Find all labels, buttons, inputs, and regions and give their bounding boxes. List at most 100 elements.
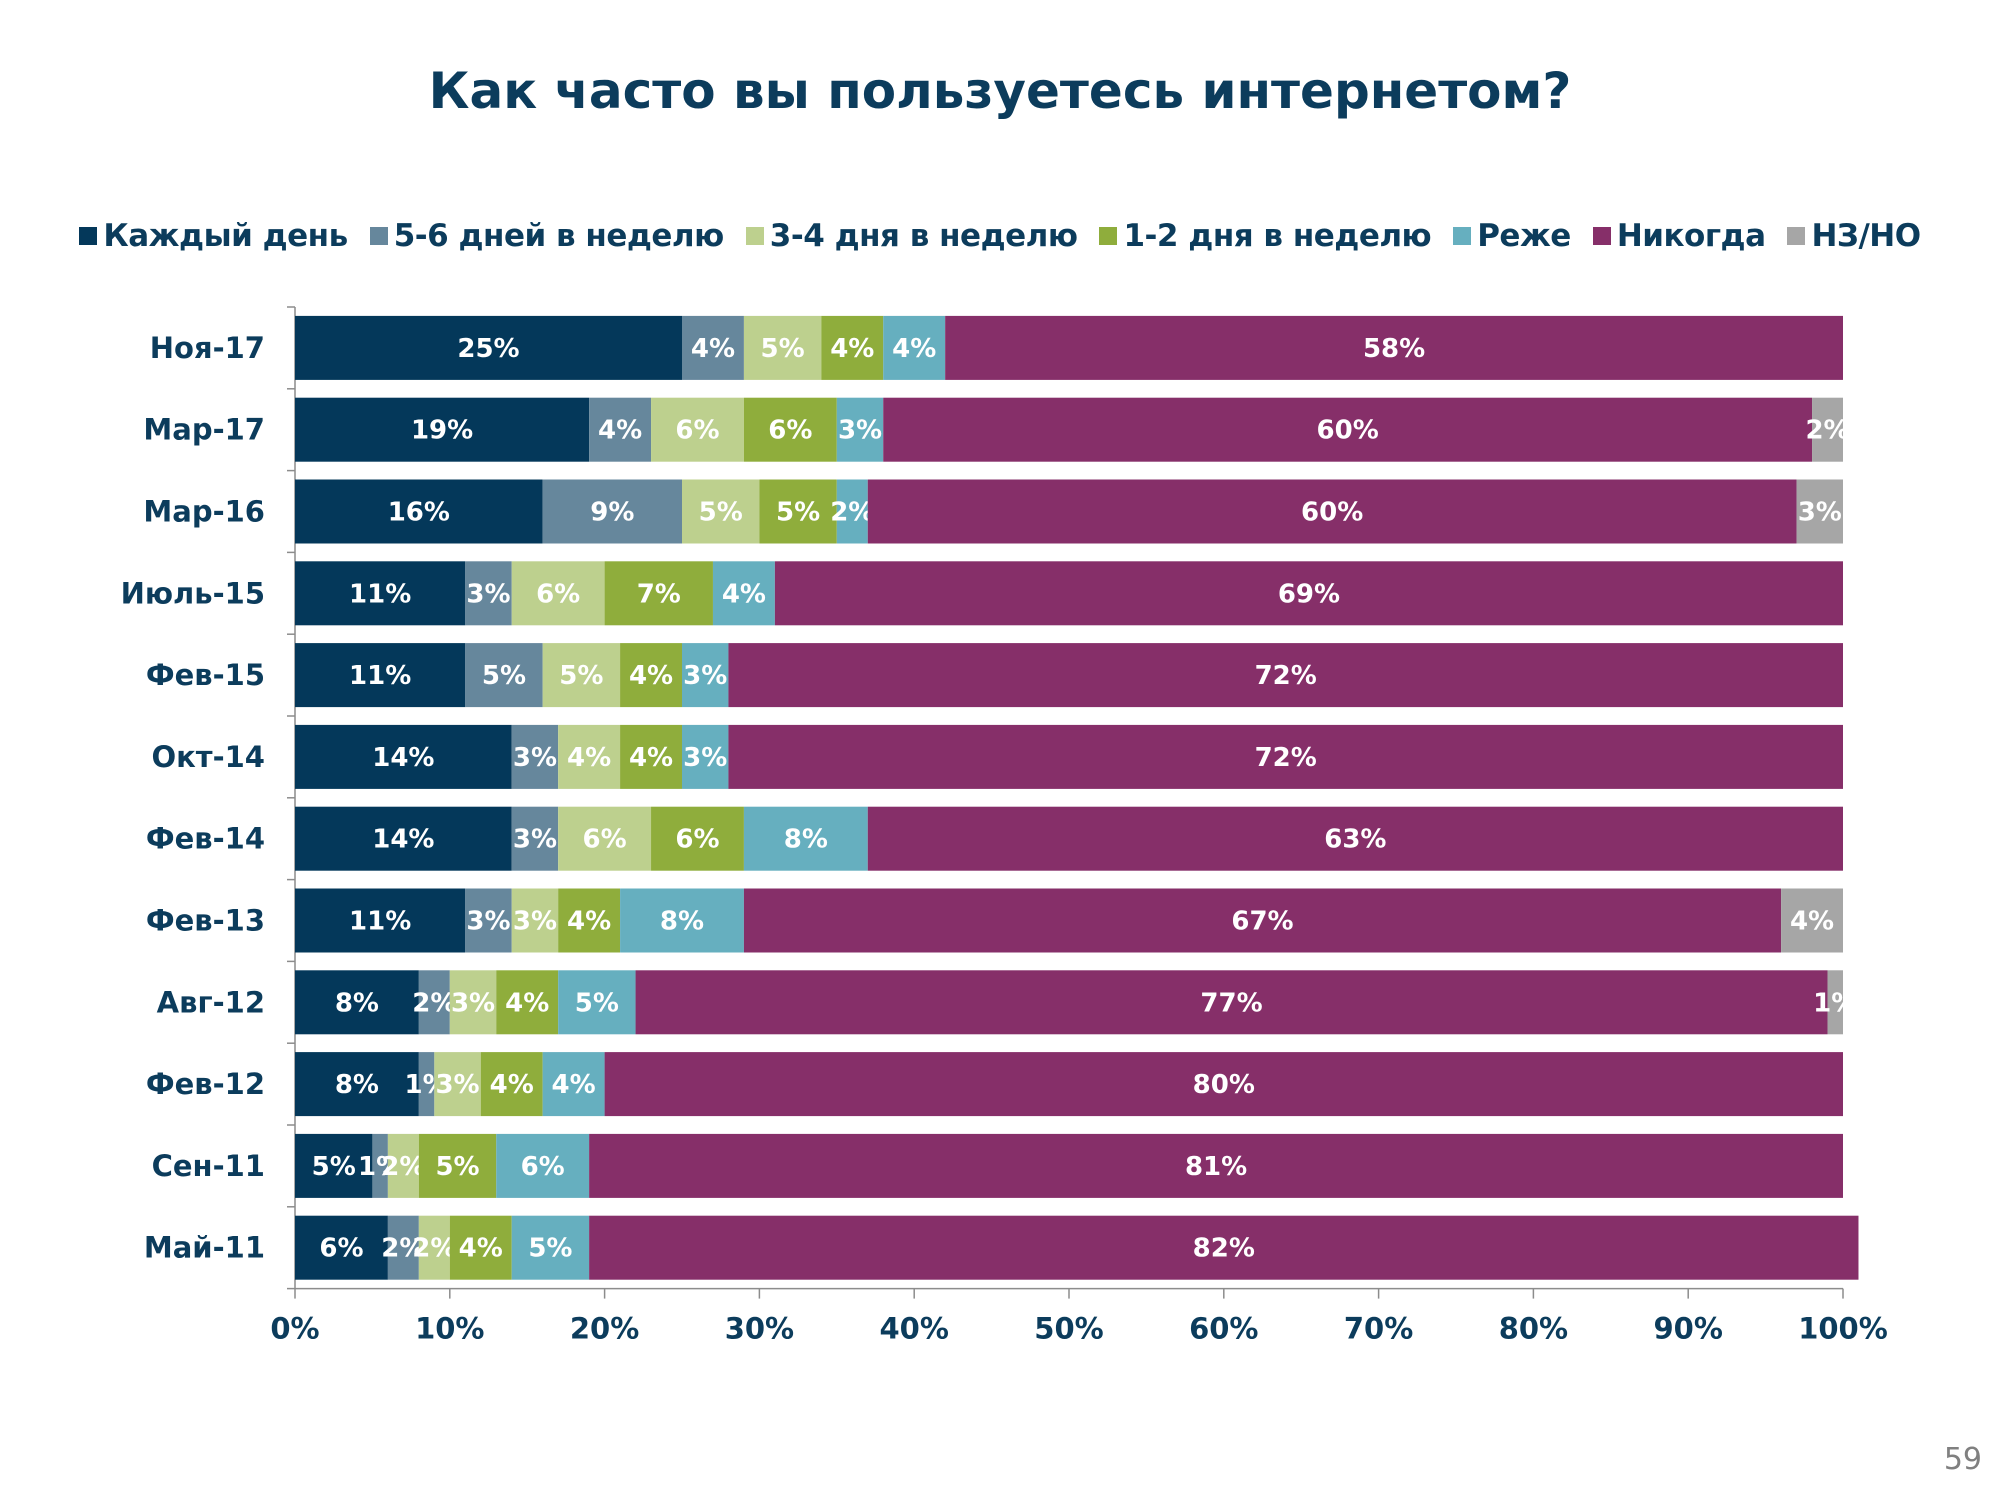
bar-segment [759,479,837,544]
category-label: Мар-17 [143,413,265,447]
data-label: 5% [482,661,526,691]
data-label: 4% [830,334,874,364]
data-label: 2% [381,1234,425,1264]
legend-swatch [79,227,98,245]
bar-segment [558,724,621,789]
bar-segment [465,888,512,953]
data-label: 67% [1231,907,1293,937]
bar-segment [418,1052,435,1117]
data-label: 77% [1200,988,1262,1018]
bar-segment [635,970,1828,1035]
legend-swatch [1787,227,1806,245]
bar-segment [682,724,729,789]
data-label: 2% [381,1152,425,1182]
data-label: 4% [722,579,766,609]
bar-segment [682,643,729,708]
bar-segment [295,561,466,626]
bar-segment [465,643,543,708]
data-label: 3% [838,416,882,446]
bar-segment [295,1133,373,1198]
bar-segment [295,643,466,708]
legend-swatch [369,227,388,245]
legend-item-rarely: Реже [1453,218,1571,254]
x-tick-label: 20% [570,1312,639,1346]
data-label: 6% [768,416,812,446]
category-label: Май-11 [144,1231,265,1265]
bar-segment [295,315,682,380]
bar-segment [511,724,559,789]
data-label: 11% [349,579,411,609]
data-label: 3% [435,1070,479,1100]
bar-segment [743,397,837,462]
x-tick-label: 10% [415,1312,484,1346]
data-label: 11% [349,907,411,937]
data-label: 16% [388,498,450,528]
bar-segment [295,888,466,953]
bar-segment [558,888,621,953]
legend-label: 3-4 дня в неделю [769,218,1078,254]
data-label: 5% [575,988,619,1018]
bar-segment [620,888,744,953]
data-label: 72% [1255,661,1317,691]
data-label: 11% [349,661,411,691]
bar-segment [589,397,652,462]
bar-segment [945,315,1843,380]
data-label: 4% [892,334,936,364]
bar-segment [496,970,559,1035]
data-label: 4% [490,1070,534,1100]
data-label: 4% [505,988,549,1018]
legend: Каждый день 5-6 дней в неделю 3-4 дня в … [0,218,2000,254]
bar-segment [728,643,1844,708]
bar-segment [743,888,1782,953]
bar-segment [511,1215,590,1280]
data-label: 5% [699,498,743,528]
data-label: 5% [559,661,603,691]
bar-segment [295,397,590,462]
legend-item-5-6-days: 5-6 дней в неделю [369,218,724,254]
data-label: 3% [513,743,557,773]
bar-segment [511,806,559,871]
bar-segment [480,1052,543,1117]
data-label: 80% [1193,1070,1255,1100]
bar-segment [295,479,543,544]
bar-segment [418,1133,497,1198]
category-label: Фев-14 [146,822,265,856]
bar-segment [867,479,1797,544]
bar-segment [496,1133,590,1198]
data-label: 5% [761,334,805,364]
data-label: 14% [372,743,434,773]
data-label: 8% [335,1070,379,1100]
bar-segment [743,315,822,380]
data-label: 3% [466,907,510,937]
data-label: 4% [459,1234,503,1264]
bar-segment [883,315,946,380]
data-label: 5% [776,498,820,528]
bar-segment [449,1215,512,1280]
bar-segment [511,888,559,953]
bar-segment [295,724,512,789]
bar-segment [434,1052,481,1117]
data-label: 60% [1301,498,1363,528]
legend-label: НЗ/НО [1811,218,1921,254]
category-label: Мар-16 [143,495,265,529]
bar-segment [728,724,1844,789]
bar-segment [651,397,744,462]
data-label: 2% [1805,416,1849,446]
category-label: Фев-12 [146,1067,265,1101]
data-label: 3% [1798,498,1842,528]
data-label: 4% [691,334,735,364]
bar-segment [883,397,1813,462]
data-label: 9% [590,498,634,528]
data-label: 14% [372,825,434,855]
x-tick-label: 60% [1189,1312,1258,1346]
legend-swatch [745,227,764,245]
bar-segment [774,561,1843,626]
data-label: 6% [521,1152,565,1182]
data-label: 2% [412,988,456,1018]
legend-swatch [1099,227,1118,245]
bar-segment [372,1133,388,1198]
bar-segment [295,1215,388,1280]
data-label: 4% [598,416,642,446]
data-label: 8% [335,988,379,1018]
data-label: 3% [683,661,727,691]
